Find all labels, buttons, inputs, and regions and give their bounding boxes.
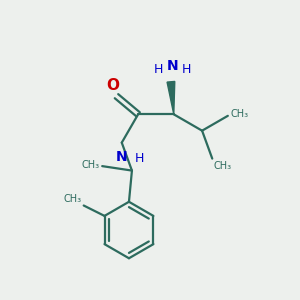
Text: N: N — [167, 59, 178, 74]
Text: CH₃: CH₃ — [63, 194, 81, 204]
Text: CH₃: CH₃ — [230, 109, 248, 119]
Polygon shape — [167, 81, 175, 114]
Text: CH₃: CH₃ — [82, 160, 100, 170]
Text: O: O — [106, 78, 119, 93]
Text: H: H — [154, 63, 163, 76]
Text: N: N — [116, 150, 128, 164]
Text: CH₃: CH₃ — [214, 161, 232, 171]
Text: H: H — [135, 152, 145, 165]
Text: H: H — [182, 63, 191, 76]
